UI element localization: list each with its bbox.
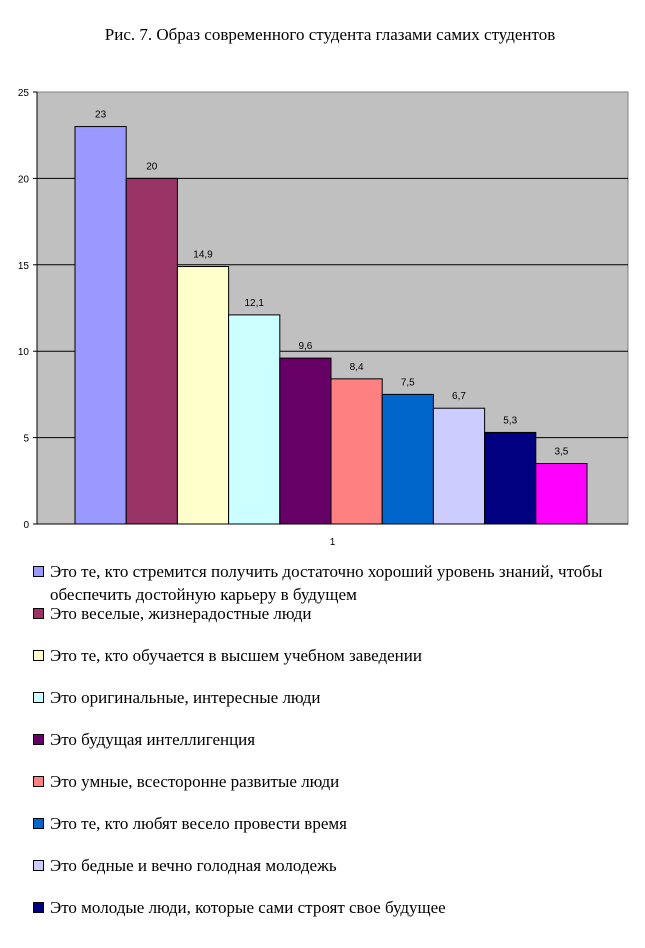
data-label: 12,1 — [244, 298, 264, 309]
bar — [125, 177, 178, 525]
legend-item: Это веселые, жизнерадостные люди — [33, 602, 640, 625]
data-label: 6,7 — [452, 391, 466, 402]
y-tick-label: 20 — [18, 174, 30, 185]
legend-item: Это те, кто обучается в высшем учебном з… — [33, 644, 640, 667]
legend-swatch — [33, 818, 44, 829]
legend-label: Это молодые люди, которые сами строят св… — [50, 898, 446, 917]
legend-label: Это те, кто стремится получить достаточн… — [50, 562, 603, 604]
bar — [330, 378, 383, 525]
data-label: 3,5 — [554, 447, 568, 458]
legend-item: Это те, кто стремится получить достаточн… — [33, 560, 640, 606]
legend-label: Это бедные и вечно голодная молодежь — [50, 856, 337, 875]
legend-swatch — [33, 692, 44, 703]
data-label: 14,9 — [193, 250, 213, 261]
legend-swatch — [33, 734, 44, 745]
legend-swatch — [33, 902, 44, 913]
legend-swatch — [33, 650, 44, 661]
legend-label: Это оригинальные, интересные люди — [50, 688, 321, 707]
chart-title: Рис. 7. Образ современного студента глаз… — [104, 25, 556, 44]
data-label: 23 — [95, 110, 107, 121]
bar — [74, 126, 127, 525]
bar — [381, 393, 434, 525]
legend-swatch — [33, 566, 44, 577]
legend-label: Это те, кто любят весело провести время — [50, 814, 347, 833]
y-tick-label: 10 — [18, 347, 30, 358]
legend-label: Это веселые, жизнерадостные люди — [50, 604, 312, 623]
bar — [432, 407, 486, 525]
legend-label: Это умные, всесторонне развитые люди — [50, 772, 340, 791]
y-tick-label: 15 — [18, 261, 30, 272]
bar — [279, 357, 332, 525]
bar — [484, 431, 537, 525]
y-tick-label: 5 — [23, 434, 29, 445]
legend-label: Это будущая интеллигенция — [50, 730, 256, 749]
data-label: 5,3 — [503, 415, 517, 426]
legend-swatch — [33, 776, 44, 787]
data-label: 7,5 — [401, 377, 415, 388]
legend-item: Это будущая интеллигенция — [33, 728, 640, 751]
legend-item: Это умные, всесторонне развитые люди — [33, 770, 640, 793]
legend-swatch — [33, 608, 44, 619]
x-tick-label: 1 — [330, 537, 336, 548]
data-label: 20 — [146, 161, 158, 172]
y-tick-label: 0 — [23, 520, 29, 531]
bar — [228, 314, 281, 525]
bar — [535, 463, 588, 525]
legend-item: Это молодые люди, которые сами строят св… — [33, 896, 640, 919]
legend-label: Это те, кто обучается в высшем учебном з… — [50, 646, 422, 665]
legend-swatch — [33, 860, 44, 871]
legend-item: Это бедные и вечно голодная молодежь — [33, 854, 640, 877]
legend-item: Это оригинальные, интересные люди — [33, 686, 640, 709]
legend-item: Это те, кто любят весело провести время — [33, 812, 640, 835]
data-label: 8,4 — [350, 362, 364, 373]
bar — [176, 266, 230, 525]
data-label: 9,6 — [298, 341, 312, 352]
bar-chart: 0 5 10 15 20 25 23 20 14,9 12,1 9,6 8,4 7,5 6,7 5,3 3,5… — [18, 88, 629, 548]
y-tick-label: 25 — [18, 88, 30, 99]
